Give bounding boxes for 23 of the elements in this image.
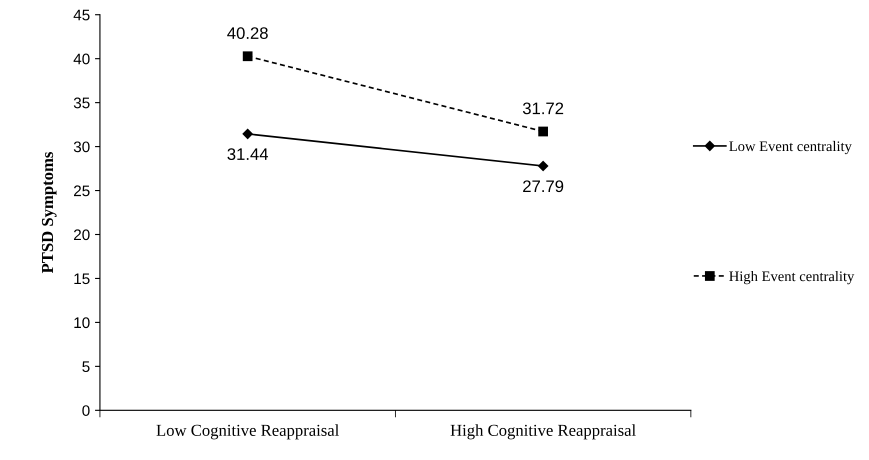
point bbox=[538, 126, 548, 136]
x-tick-label: High Cognitive Reappraisal bbox=[450, 424, 636, 440]
y-tick-label: 10 bbox=[74, 317, 90, 328]
y-tick-label: 45 bbox=[74, 10, 90, 20]
y-tick-label: 20 bbox=[74, 229, 90, 240]
y-tick-label: 5 bbox=[82, 361, 90, 372]
y-tick-label: 25 bbox=[74, 185, 90, 196]
data-label: 27.79 bbox=[523, 180, 564, 192]
point bbox=[242, 51, 253, 62]
point bbox=[242, 128, 253, 140]
point bbox=[538, 160, 548, 172]
legend-label: High Event centrality bbox=[729, 270, 854, 284]
data-label: 40.28 bbox=[227, 27, 268, 40]
legend-label: Low Event centrality bbox=[729, 140, 852, 154]
y-tick-label: 35 bbox=[74, 98, 90, 108]
y-tick-label: 30 bbox=[74, 141, 90, 152]
y-tick-label: 0 bbox=[82, 405, 90, 416]
data-label: 31.44 bbox=[227, 148, 268, 160]
data-label: 31.72 bbox=[522, 102, 564, 114]
y-tick-label: 40 bbox=[74, 54, 90, 64]
x-tick-label: Low Cognitive Reappraisal bbox=[156, 424, 339, 440]
y-axis-title: PTSD Symptoms bbox=[42, 152, 57, 274]
y-tick-label: 15 bbox=[74, 273, 90, 284]
